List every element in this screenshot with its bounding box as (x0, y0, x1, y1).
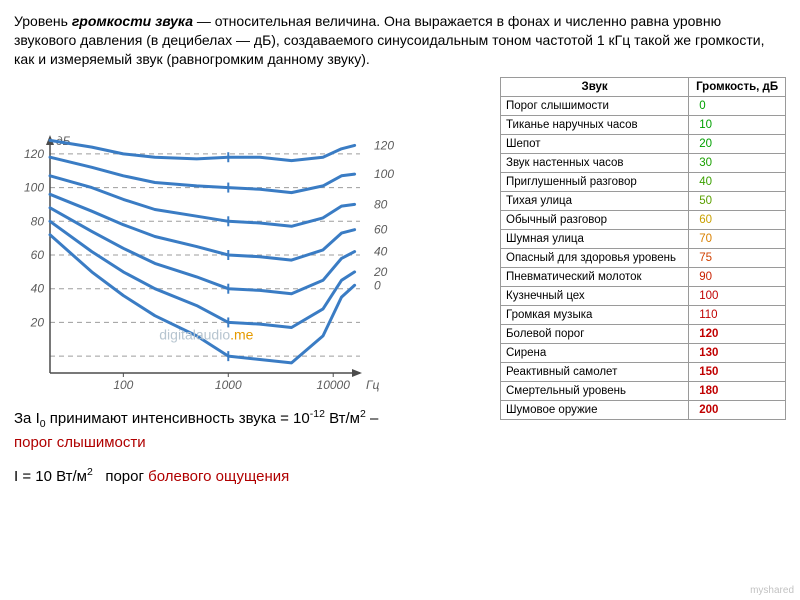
sound-name: Сирена (501, 343, 689, 362)
svg-text:40: 40 (374, 244, 388, 258)
sound-db: 130 (689, 343, 786, 362)
sound-name: Пневматический молоток (501, 267, 689, 286)
sound-name: Кузнечный цех (501, 286, 689, 305)
sound-name: Тиканье наручных часов (501, 115, 689, 134)
sound-db: 70 (689, 229, 786, 248)
svg-text:60: 60 (374, 222, 388, 236)
svg-text:60: 60 (31, 248, 45, 262)
svg-text:100: 100 (24, 180, 44, 194)
sound-db: 110 (689, 305, 786, 324)
svg-text:20: 20 (373, 265, 388, 279)
intro-paragraph: Уровень громкости звука — относительная … (14, 12, 786, 69)
loudness-table: Звук Громкость, дБ Порог слышимости0Тика… (500, 77, 786, 420)
svg-text:10000: 10000 (317, 378, 351, 392)
sound-db: 0 (689, 96, 786, 115)
intro-prefix: Уровень (14, 13, 72, 29)
corner-watermark: myshared (750, 585, 794, 596)
svg-text:120: 120 (24, 147, 44, 161)
sound-db: 150 (689, 362, 786, 381)
table-row: Обычный разговор60 (501, 210, 786, 229)
table-row: Сирена130 (501, 343, 786, 362)
table-row: Приглушенный разговор40 (501, 172, 786, 191)
sound-name: Приглушенный разговор (501, 172, 689, 191)
table-row: Порог слышимости0 (501, 96, 786, 115)
svg-text:20: 20 (30, 315, 45, 329)
sound-name: Порог слышимости (501, 96, 689, 115)
header-db: Громкость, дБ (689, 77, 786, 96)
sound-name: Громкая музыка (501, 305, 689, 324)
svg-text:40: 40 (31, 281, 45, 295)
table-row: Тиканье наручных часов10 (501, 115, 786, 134)
sound-db: 200 (689, 400, 786, 419)
caption-threshold-pain: I = 10 Вт/м2 порог болевого ощущения (14, 465, 488, 489)
sound-name: Шепот (501, 134, 689, 153)
sound-db: 10 (689, 115, 786, 134)
table-header-row: Звук Громкость, дБ (501, 77, 786, 96)
sound-db: 40 (689, 172, 786, 191)
table-row: Звук настенных часов30 (501, 153, 786, 172)
sound-db: 120 (689, 324, 786, 343)
sound-db: 180 (689, 381, 786, 400)
svg-text:80: 80 (374, 197, 388, 211)
sound-db: 100 (689, 286, 786, 305)
equal-loudness-chart: 20406080100120дБ100100010000Гц1201008060… (14, 123, 404, 393)
sound-name: Реактивный самолет (501, 362, 689, 381)
table-row: Шепот20 (501, 134, 786, 153)
table-row: Реактивный самолет150 (501, 362, 786, 381)
sound-db: 90 (689, 267, 786, 286)
sound-name: Болевой порог (501, 324, 689, 343)
sound-name: Опасный для здоровья уровень (501, 248, 689, 267)
sound-name: Шумовое оружие (501, 400, 689, 419)
svg-text:80: 80 (31, 214, 45, 228)
intro-emphasis: громкости звука (72, 13, 193, 29)
sound-name: Обычный разговор (501, 210, 689, 229)
svg-text:100: 100 (113, 378, 133, 392)
svg-text:1000: 1000 (215, 378, 242, 392)
svg-text:0: 0 (374, 278, 381, 292)
sound-name: Смертельный уровень (501, 381, 689, 400)
chart-captions: За I0 принимают интенсивность звука = 10… (14, 407, 488, 489)
table-row: Кузнечный цех100 (501, 286, 786, 305)
table-row: Пневматический молоток90 (501, 267, 786, 286)
table-row: Тихая улица50 (501, 191, 786, 210)
header-sound: Звук (501, 77, 689, 96)
table-row: Громкая музыка110 (501, 305, 786, 324)
table-row: Шумовое оружие200 (501, 400, 786, 419)
sound-db: 30 (689, 153, 786, 172)
sound-name: Звук настенных часов (501, 153, 689, 172)
sound-db: 60 (689, 210, 786, 229)
svg-text:Гц: Гц (366, 378, 380, 392)
sound-db: 50 (689, 191, 786, 210)
svg-text:digitalaudio.me: digitalaudio.me (159, 326, 253, 342)
sound-db: 75 (689, 248, 786, 267)
svg-text:100: 100 (374, 167, 394, 181)
table-row: Опасный для здоровья уровень75 (501, 248, 786, 267)
table-row: Болевой порог120 (501, 324, 786, 343)
sound-db: 20 (689, 134, 786, 153)
sound-name: Тихая улица (501, 191, 689, 210)
table-row: Шумная улица70 (501, 229, 786, 248)
table-row: Смертельный уровень180 (501, 381, 786, 400)
caption-threshold-hearing: За I0 принимают интенсивность звука = 10… (14, 407, 488, 455)
svg-text:120: 120 (374, 138, 394, 152)
sound-name: Шумная улица (501, 229, 689, 248)
